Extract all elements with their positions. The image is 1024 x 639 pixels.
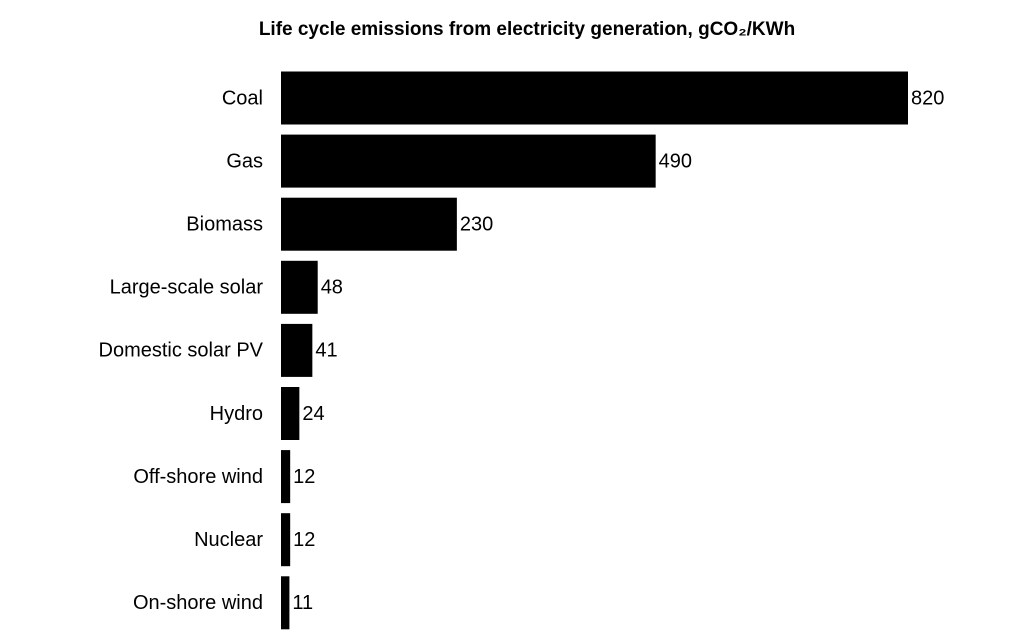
- category-label: Domestic solar PV: [99, 340, 264, 362]
- chart-title: Life cycle emissions from electricity ge…: [259, 19, 795, 40]
- category-label: Large-scale solar: [110, 277, 264, 299]
- value-label: 11: [292, 592, 313, 614]
- category-label: Coal: [222, 87, 263, 109]
- value-label: 490: [659, 150, 692, 172]
- bar: [281, 387, 300, 440]
- value-label: 820: [911, 87, 944, 109]
- value-label: 48: [321, 277, 343, 299]
- value-label: 41: [315, 340, 337, 362]
- bar: [281, 450, 291, 504]
- category-label: Off-shore wind: [133, 466, 263, 488]
- bar: [281, 576, 290, 630]
- bar: [281, 513, 291, 567]
- value-label: 24: [302, 403, 324, 425]
- category-label: Hydro: [210, 403, 263, 425]
- bar: [281, 260, 318, 314]
- category-label: Nuclear: [194, 529, 263, 551]
- bar: [281, 323, 313, 377]
- category-label: On-shore wind: [133, 592, 263, 614]
- bar: [281, 134, 656, 188]
- value-label: 12: [293, 529, 315, 551]
- value-label: 12: [293, 466, 315, 488]
- category-label: Biomass: [186, 213, 263, 235]
- value-label: 230: [460, 213, 493, 235]
- bar: [281, 71, 908, 125]
- category-label: Gas: [226, 150, 263, 172]
- bar: [281, 197, 457, 251]
